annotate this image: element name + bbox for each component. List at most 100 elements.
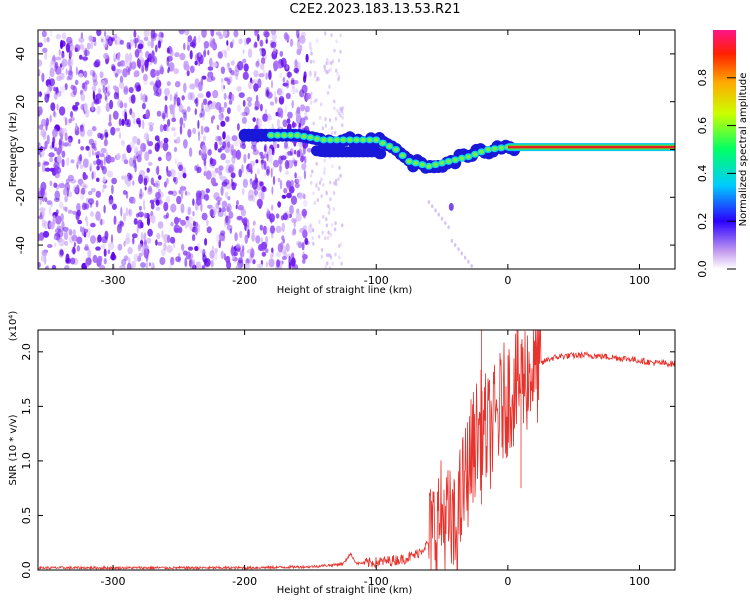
noise-speckle bbox=[223, 92, 227, 101]
noise-speckle bbox=[150, 177, 155, 185]
noise-speckle bbox=[226, 203, 232, 213]
noise-speckle bbox=[186, 106, 191, 112]
noise-speckle bbox=[209, 40, 216, 48]
noise-speckle bbox=[165, 125, 170, 132]
noise-speckle bbox=[339, 49, 342, 54]
noise-speckle bbox=[134, 162, 137, 173]
noise-speckle bbox=[51, 264, 57, 269]
noise-speckle bbox=[111, 184, 114, 195]
noise-speckle bbox=[113, 85, 117, 90]
noise-speckle bbox=[150, 214, 156, 224]
noise-speckle bbox=[294, 172, 297, 179]
noise-speckle bbox=[193, 35, 197, 43]
noise-speckle bbox=[244, 106, 250, 116]
noise-speckle bbox=[69, 50, 73, 58]
noise-speckle bbox=[152, 33, 158, 38]
noise-speckle bbox=[262, 185, 266, 191]
noise-speckle bbox=[196, 166, 202, 173]
noise-speckle bbox=[118, 118, 122, 127]
noise-speckle bbox=[67, 69, 73, 76]
noise-speckle bbox=[286, 181, 292, 190]
noise-speckle bbox=[98, 218, 105, 226]
noise-speckle bbox=[240, 142, 242, 149]
noise-speckle bbox=[277, 63, 282, 70]
noise-speckle bbox=[41, 249, 48, 257]
noise-speckle bbox=[144, 186, 147, 191]
ridge-core bbox=[340, 137, 346, 142]
noise-speckle bbox=[294, 63, 299, 70]
noise-speckle bbox=[194, 98, 198, 104]
colorbar-tick-label: 0.8 bbox=[696, 69, 709, 87]
colorbar-gradient bbox=[713, 30, 736, 269]
noise-speckle bbox=[286, 118, 291, 124]
noise-speckle bbox=[277, 243, 283, 253]
noise-speckle bbox=[218, 169, 222, 176]
noise-speckle bbox=[272, 175, 276, 186]
noise-speckle bbox=[156, 76, 159, 82]
noise-speckle bbox=[155, 180, 161, 189]
noise-speckle bbox=[227, 196, 231, 201]
y-axis-label: SNR (10 * v/v) bbox=[8, 414, 19, 485]
noise-speckle bbox=[272, 139, 277, 150]
noise-speckle bbox=[176, 195, 182, 205]
noise-speckle bbox=[214, 167, 219, 174]
noise-speckle bbox=[289, 38, 294, 47]
noise-speckle bbox=[335, 68, 338, 73]
noise-speckle bbox=[249, 163, 253, 170]
noise-speckle bbox=[166, 47, 170, 54]
noise-speckle bbox=[95, 190, 102, 198]
noise-speckle bbox=[140, 142, 147, 152]
noise-speckle bbox=[448, 202, 454, 211]
noise-speckle bbox=[131, 111, 136, 119]
noise-speckle bbox=[102, 84, 106, 94]
noise-speckle bbox=[168, 264, 172, 269]
noise-speckle bbox=[80, 164, 84, 170]
noise-speckle bbox=[163, 214, 168, 219]
noise-speckle bbox=[215, 31, 222, 36]
noise-speckle bbox=[90, 222, 96, 228]
noise-speckle bbox=[234, 232, 238, 242]
noise-speckle bbox=[256, 168, 260, 175]
noise-speckle bbox=[320, 248, 324, 252]
noise-speckle bbox=[47, 93, 50, 99]
noise-speckle bbox=[201, 264, 205, 269]
noise-speckle bbox=[91, 171, 94, 180]
ridge-core bbox=[334, 137, 340, 142]
noise-speckle bbox=[58, 183, 65, 189]
noise-speckle bbox=[303, 74, 307, 83]
noise-speckle bbox=[263, 172, 267, 177]
noise-speckle bbox=[83, 203, 90, 210]
noise-speckle bbox=[41, 72, 45, 83]
noise-speckle bbox=[336, 108, 339, 113]
noise-speckle bbox=[161, 112, 166, 120]
noise-speckle bbox=[153, 91, 160, 97]
noise-speckle bbox=[340, 261, 343, 266]
noise-speckle bbox=[341, 111, 344, 116]
noise-speckle bbox=[99, 71, 104, 79]
noise-speckle bbox=[164, 88, 170, 96]
noise-speckle bbox=[84, 47, 88, 57]
noise-speckle bbox=[235, 264, 241, 269]
noise-speckle bbox=[294, 178, 300, 184]
noise-speckle bbox=[163, 201, 169, 212]
noise-speckle bbox=[63, 231, 69, 241]
x-tick-label: -200 bbox=[232, 575, 257, 588]
noise-speckle bbox=[214, 141, 218, 151]
noise-speckle bbox=[285, 79, 290, 89]
noise-speckle bbox=[167, 68, 170, 74]
noise-speckle bbox=[323, 167, 326, 172]
x-tick-label: -100 bbox=[364, 274, 389, 287]
noise-speckle bbox=[299, 35, 306, 44]
noise-speckle bbox=[283, 251, 288, 260]
noise-speckle bbox=[226, 206, 231, 213]
noise-speckle bbox=[252, 259, 256, 265]
noise-speckle bbox=[80, 32, 84, 39]
noise-speckle bbox=[179, 186, 187, 191]
noise-speckle bbox=[279, 163, 282, 173]
noise-speckle bbox=[38, 161, 41, 167]
noise-speckle bbox=[138, 121, 141, 128]
noise-speckle bbox=[235, 204, 238, 210]
noise-speckle bbox=[80, 187, 86, 195]
noise-speckle bbox=[86, 42, 91, 50]
noise-speckle bbox=[56, 103, 59, 111]
